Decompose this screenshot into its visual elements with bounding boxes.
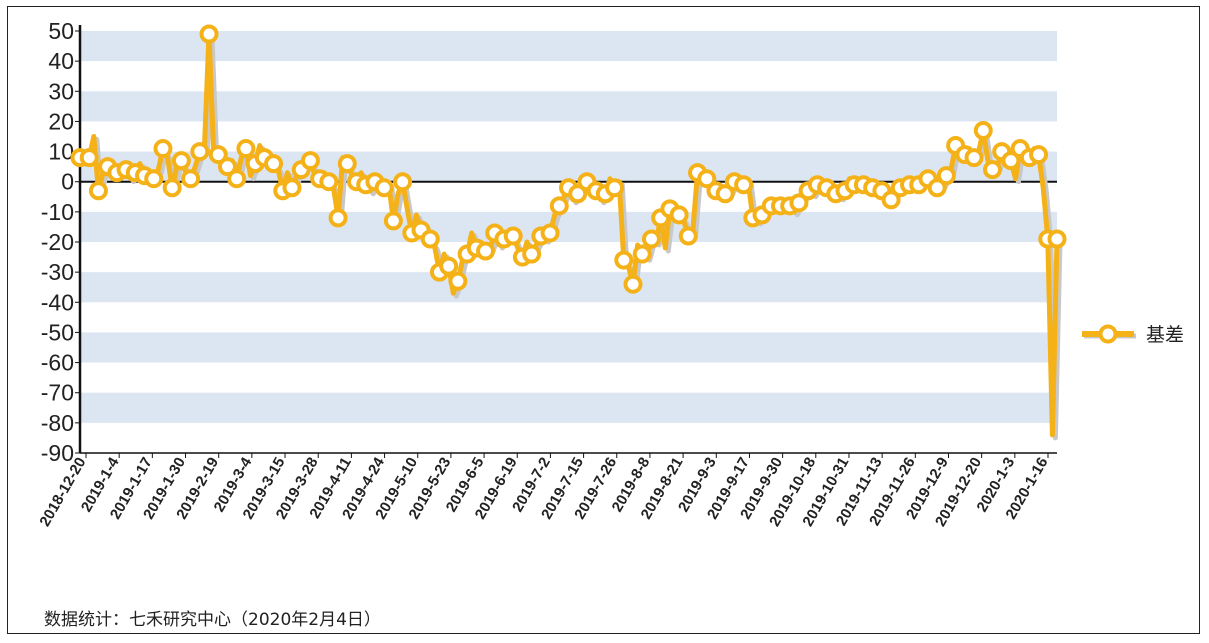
y-tick-label: 30 (48, 78, 74, 104)
data-point (605, 178, 625, 198)
chart: 50 40 30 20 10 0 -10 -20 -30 -40 -50 -60 -70 -80 -90 2… (36, 18, 1184, 529)
legend: 基差 (1082, 324, 1184, 346)
data-point (190, 142, 210, 162)
data-point (337, 154, 357, 174)
data-point (632, 244, 652, 264)
data-point (973, 120, 993, 140)
data-point (227, 169, 247, 189)
legend-marker (1098, 324, 1118, 344)
series-group (70, 24, 1067, 441)
data-point (374, 178, 394, 198)
data-point (264, 154, 284, 174)
data-point (199, 24, 219, 44)
y-tick-label: 10 (48, 139, 74, 165)
data-point (171, 151, 191, 171)
grid-bands (80, 31, 1057, 423)
data-point (982, 160, 1002, 180)
data-point (549, 196, 569, 216)
legend-label: 基差 (1146, 324, 1184, 346)
y-tick-label: 40 (48, 48, 74, 74)
grid-band (80, 91, 1057, 122)
data-point (328, 208, 348, 228)
grid-band (80, 31, 1057, 62)
data-point (144, 169, 164, 189)
y-tick-label: 50 (48, 18, 74, 44)
data-point (789, 193, 809, 213)
y-axis: 50 40 30 20 10 0 -10 -20 -30 -40 -50 -60 -70 -80 -90 (41, 18, 82, 466)
chart-frame: 50 40 30 20 10 0 -10 -20 -30 -40 -50 -60 -70 -80 -90 2… (7, 6, 1200, 634)
data-point (927, 178, 947, 198)
y-tick-label: -50 (41, 319, 74, 345)
grid-band (80, 211, 1057, 242)
data-point (162, 178, 182, 198)
data-point (936, 166, 956, 186)
data-point (522, 244, 542, 264)
data-point (217, 157, 237, 177)
y-tick-label: -70 (41, 380, 74, 406)
data-point (300, 151, 320, 171)
data-point (1029, 145, 1049, 165)
data-point (79, 148, 99, 168)
y-tick-label: -90 (41, 440, 74, 466)
data-point (476, 241, 496, 261)
data-point (669, 205, 689, 225)
data-point (153, 139, 173, 159)
data-point (503, 226, 523, 246)
data-point (236, 139, 256, 159)
data-point (208, 145, 228, 165)
grid-band (80, 332, 1057, 363)
data-point (393, 172, 413, 192)
source-note: 数据统计：七禾研究中心（2020年2月4日） (44, 610, 381, 630)
data-point (88, 181, 108, 201)
data-point (448, 271, 468, 291)
y-tick-label: -10 (41, 199, 74, 225)
data-point (641, 229, 661, 249)
data-point (282, 178, 302, 198)
data-point (623, 274, 643, 294)
grid-band (80, 272, 1057, 303)
data-point (614, 250, 634, 270)
data-point (181, 169, 201, 189)
y-tick-label: -60 (41, 350, 74, 376)
data-point (319, 172, 339, 192)
data-point (697, 169, 717, 189)
data-point (1047, 229, 1067, 249)
data-point (383, 211, 403, 231)
data-point (678, 226, 698, 246)
data-point (1001, 151, 1021, 171)
y-tick-label: 0 (61, 169, 74, 195)
x-axis: 2018-12-202019-1-42019-1-172019-1-302019… (36, 452, 1057, 529)
data-point (420, 229, 440, 249)
grid-band (80, 392, 1057, 423)
y-tick-label: -80 (41, 410, 74, 436)
y-tick-label: -30 (41, 259, 74, 285)
y-tick-label: -40 (41, 289, 74, 315)
data-point (715, 184, 735, 204)
data-point (540, 223, 560, 243)
data-point (734, 175, 754, 195)
y-tick-label: 20 (48, 108, 74, 134)
data-point (568, 184, 588, 204)
y-tick-label: -20 (41, 229, 74, 255)
data-point (881, 190, 901, 210)
data-point (439, 256, 459, 276)
data-point (964, 148, 984, 168)
